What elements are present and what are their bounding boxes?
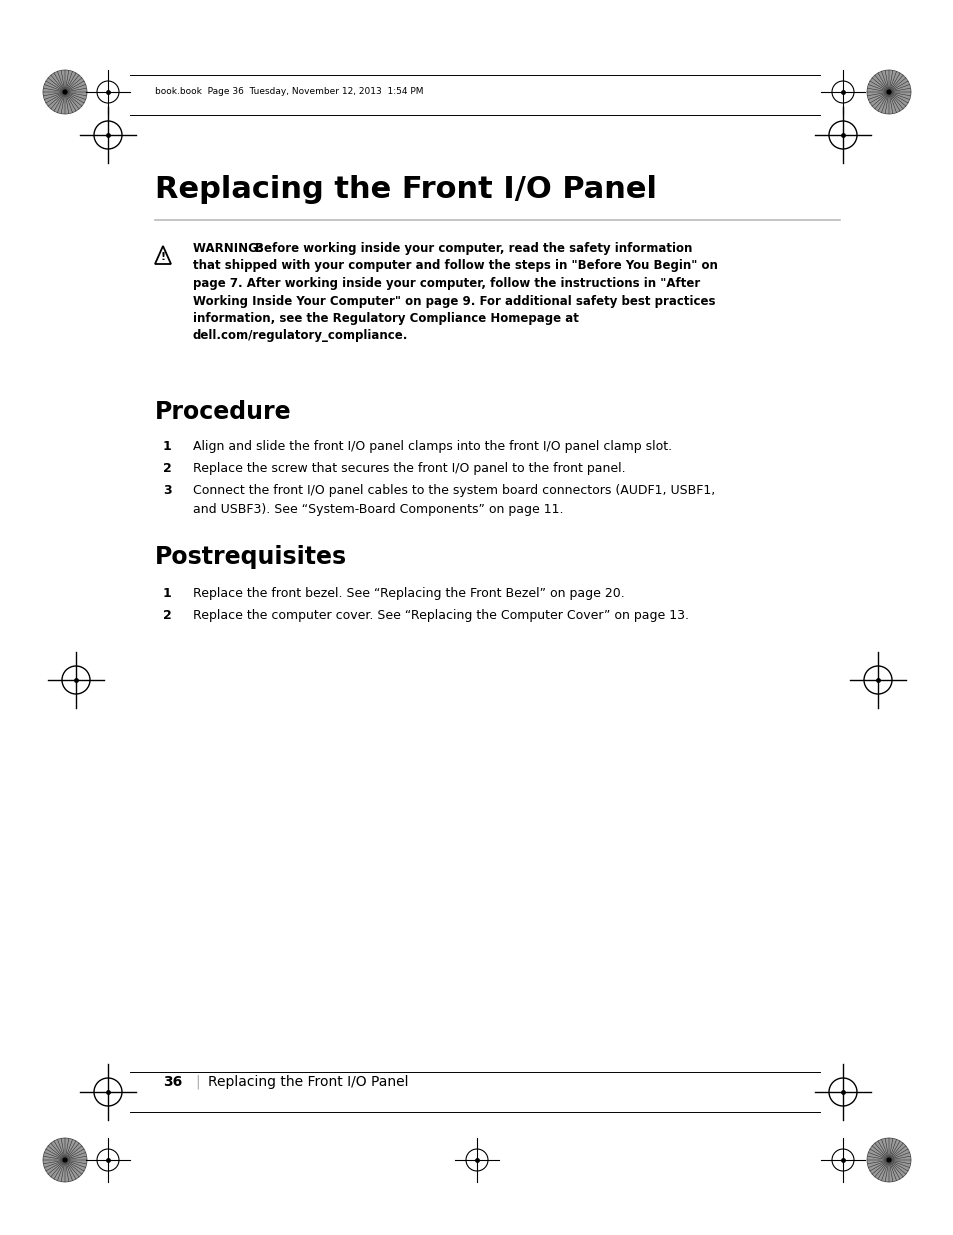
Text: WARNING:: WARNING:	[193, 242, 271, 254]
Text: Replacing the Front I/O Panel: Replacing the Front I/O Panel	[154, 175, 657, 204]
Text: Replacing the Front I/O Panel: Replacing the Front I/O Panel	[208, 1074, 408, 1089]
Text: 2: 2	[163, 462, 172, 475]
Text: Before working inside your computer, read the safety information: Before working inside your computer, rea…	[254, 242, 692, 254]
Circle shape	[885, 1157, 891, 1162]
Circle shape	[866, 1137, 910, 1182]
Text: Working Inside Your Computer" on page 9. For additional safety best practices: Working Inside Your Computer" on page 9.…	[193, 294, 715, 308]
Circle shape	[885, 89, 891, 95]
Circle shape	[43, 70, 87, 114]
Text: 2: 2	[163, 609, 172, 622]
Text: that shipped with your computer and follow the steps in "Before You Begin" on: that shipped with your computer and foll…	[193, 259, 717, 273]
Text: Connect the front I/O panel cables to the system board connectors (AUDF1, USBF1,: Connect the front I/O panel cables to th…	[193, 484, 715, 496]
Circle shape	[866, 70, 910, 114]
Text: book.book  Page 36  Tuesday, November 12, 2013  1:54 PM: book.book Page 36 Tuesday, November 12, …	[154, 88, 423, 96]
Text: 36: 36	[163, 1074, 182, 1089]
Text: 1: 1	[163, 587, 172, 600]
Text: Replace the screw that secures the front I/O panel to the front panel.: Replace the screw that secures the front…	[193, 462, 625, 475]
Text: information, see the Regulatory Compliance Homepage at: information, see the Regulatory Complian…	[193, 312, 578, 325]
Text: Postrequisites: Postrequisites	[154, 545, 347, 569]
Text: dell.com/regulatory_compliance.: dell.com/regulatory_compliance.	[193, 330, 408, 342]
Text: Replace the computer cover. See “Replacing the Computer Cover” on page 13.: Replace the computer cover. See “Replaci…	[193, 609, 688, 622]
Text: page 7. After working inside your computer, follow the instructions in "After: page 7. After working inside your comput…	[193, 277, 700, 290]
Text: |: |	[194, 1074, 199, 1089]
Text: Align and slide the front I/O panel clamps into the front I/O panel clamp slot.: Align and slide the front I/O panel clam…	[193, 440, 672, 453]
Text: !: !	[160, 252, 166, 262]
Text: 3: 3	[163, 484, 172, 496]
Circle shape	[62, 89, 68, 95]
Text: Replace the front bezel. See “Replacing the Front Bezel” on page 20.: Replace the front bezel. See “Replacing …	[193, 587, 624, 600]
Text: and USBF3). See “System-Board Components” on page 11.: and USBF3). See “System-Board Components…	[193, 503, 563, 516]
Circle shape	[43, 1137, 87, 1182]
Circle shape	[62, 1157, 68, 1162]
Text: 1: 1	[163, 440, 172, 453]
Text: Procedure: Procedure	[154, 400, 292, 424]
